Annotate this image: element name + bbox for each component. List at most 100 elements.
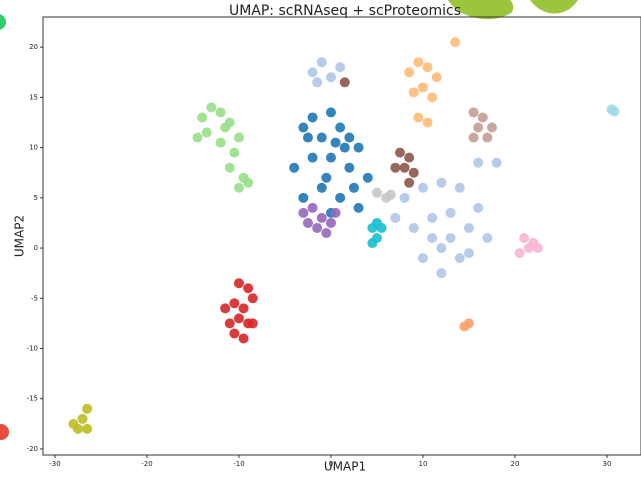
point	[335, 122, 346, 133]
point	[422, 62, 433, 73]
point	[316, 132, 327, 143]
point	[371, 187, 382, 198]
point	[609, 106, 620, 117]
y-tick-label: 0	[34, 244, 38, 252]
y-tick-label: 15	[29, 93, 38, 101]
point	[307, 112, 318, 123]
point	[229, 298, 240, 309]
point	[450, 37, 461, 48]
point	[427, 212, 438, 223]
point	[376, 222, 387, 233]
point	[353, 142, 364, 153]
point	[307, 202, 318, 213]
point	[247, 293, 258, 304]
point	[316, 212, 327, 223]
point	[197, 112, 208, 123]
point	[206, 102, 217, 113]
chart-title: UMAP: scRNAseq + scProteomics	[229, 3, 461, 19]
y-tick-label: -20	[27, 445, 38, 453]
point	[215, 137, 226, 148]
point	[445, 207, 456, 218]
point	[316, 182, 327, 193]
point	[413, 112, 424, 123]
point	[404, 177, 415, 188]
point	[491, 157, 502, 168]
point	[224, 318, 235, 329]
point	[532, 243, 543, 254]
point	[243, 283, 254, 294]
point	[385, 189, 396, 200]
point	[335, 192, 346, 203]
point	[413, 57, 424, 68]
y-tick-label: 20	[29, 43, 38, 51]
point	[233, 278, 244, 289]
point	[463, 222, 474, 233]
y-tick-label: -15	[27, 395, 38, 403]
y-tick-label: 5	[34, 194, 38, 202]
point	[289, 162, 300, 173]
point	[436, 177, 447, 188]
point	[229, 147, 240, 158]
point	[335, 62, 346, 73]
point	[477, 112, 488, 123]
point	[298, 122, 309, 133]
point	[417, 82, 428, 93]
point	[220, 303, 231, 314]
point	[523, 243, 534, 254]
point	[298, 207, 309, 218]
y-tick-label: -10	[27, 345, 38, 353]
x-tick-label: 30	[602, 460, 611, 468]
point	[408, 222, 419, 233]
point	[220, 122, 231, 133]
point	[427, 92, 438, 103]
point	[404, 152, 415, 163]
point	[436, 243, 447, 254]
point	[468, 107, 479, 118]
point	[307, 152, 318, 163]
decor	[0, 424, 9, 440]
point	[417, 253, 428, 264]
point	[321, 172, 332, 183]
point	[77, 413, 88, 424]
point	[72, 423, 83, 434]
point	[339, 142, 350, 153]
point	[325, 217, 336, 228]
point	[321, 227, 332, 238]
point	[307, 67, 318, 78]
point	[330, 137, 341, 148]
point	[362, 172, 373, 183]
point	[325, 72, 336, 83]
point	[302, 132, 313, 143]
point	[417, 182, 428, 193]
point	[233, 132, 244, 143]
x-tick-label: -20	[141, 460, 152, 468]
point	[468, 132, 479, 143]
point	[298, 192, 309, 203]
x-tick-label: -30	[49, 460, 60, 468]
x-tick-label: -10	[233, 460, 244, 468]
point	[325, 152, 336, 163]
point	[344, 132, 355, 143]
point	[399, 162, 410, 173]
point	[367, 238, 378, 249]
plot-frame	[42, 16, 641, 456]
y-tick-label: 10	[29, 144, 38, 152]
point	[238, 303, 249, 314]
point	[229, 328, 240, 339]
y-axis-label: UMAP2	[13, 215, 27, 257]
point	[325, 107, 336, 118]
y-tick-label: -5	[31, 294, 38, 302]
point	[339, 77, 350, 88]
x-axis-label: UMAP1	[324, 460, 366, 474]
point	[427, 233, 438, 244]
point	[454, 182, 465, 193]
point	[201, 127, 212, 138]
point	[215, 107, 226, 118]
point	[408, 87, 419, 98]
point	[404, 67, 415, 78]
point	[82, 423, 93, 434]
point	[422, 117, 433, 128]
point	[233, 313, 244, 324]
point	[233, 182, 244, 193]
